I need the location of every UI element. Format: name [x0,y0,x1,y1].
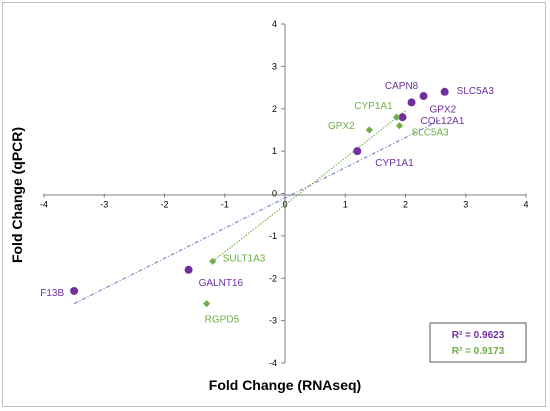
x-axis-title: Fold Change (RNAseq) [209,377,361,393]
y-tick-label: 4 [272,19,277,29]
y-axis-title: Fold Change (qPCR) [9,127,25,263]
data-point-diamond [365,126,373,134]
x-ticks: -4 -3 -2 -1 0 1 2 3 4 [40,193,529,210]
x-tick-label: -3 [100,200,108,210]
y-tick-label: 3 [272,61,277,71]
y-tick-label: 2 [272,104,277,114]
r2-label-series-2: R² = 0.9173 [452,346,505,357]
point-labels: SLC5A3CAPN8GPX2COL12A1CYP1A1GALNT16F13BC… [40,81,494,326]
x-tick-label: 4 [523,200,528,210]
data-point-diamond [209,257,217,265]
data-point-circle [353,147,362,156]
point-label: SLC5A3 [457,86,495,97]
x-tick-label: 3 [463,200,468,210]
point-label: GALNT16 [199,278,244,289]
point-label: SULT1A3 [223,253,266,264]
y-tick-label: 1 [272,146,277,156]
data-points [70,87,449,308]
r2-label-series-1: R² = 0.9623 [452,330,505,341]
data-point-circle [184,265,193,274]
x-tick-label: -2 [160,200,168,210]
trendline-series-1 [73,118,442,305]
point-label: SLC5A3 [411,128,449,139]
x-tick-label: -4 [40,200,48,210]
point-label: COL12A1 [420,116,464,127]
data-point-diamond [395,122,404,130]
y-tick-label: -1 [269,231,277,241]
y-tick-label: -2 [269,273,277,283]
trendlines [73,110,442,305]
data-point-circle [419,92,428,101]
chart-frame [2,2,546,407]
y-tick-label: 0 [272,189,277,199]
data-point-diamond [203,300,211,308]
x-tick-label: 1 [343,200,348,210]
x-tick-label: 2 [403,200,408,210]
data-point-circle [70,286,79,295]
y-tick-label: -3 [269,316,277,326]
y-tick-label: -4 [269,358,277,368]
point-label: CYP1A1 [354,101,393,112]
point-label: RGPD5 [205,315,240,326]
data-point-circle [407,98,416,107]
point-label: F13B [40,288,64,299]
r2-legend-box: R² = 0.9623 R² = 0.9173 [429,322,527,363]
point-label: GPX2 [430,104,457,115]
point-label: CYP1A1 [375,158,414,169]
r2-box [429,322,527,363]
data-point-circle [440,87,449,96]
point-label: GPX2 [328,121,355,132]
y-ticks: -4 -3 -2 -1 0 1 2 3 4 [269,19,285,368]
point-label: CAPN8 [385,81,419,92]
data-point-diamond [392,113,401,121]
data-point-circle [398,113,407,122]
x-tick-label: 0 [282,200,287,210]
x-tick-label: -1 [221,200,229,210]
